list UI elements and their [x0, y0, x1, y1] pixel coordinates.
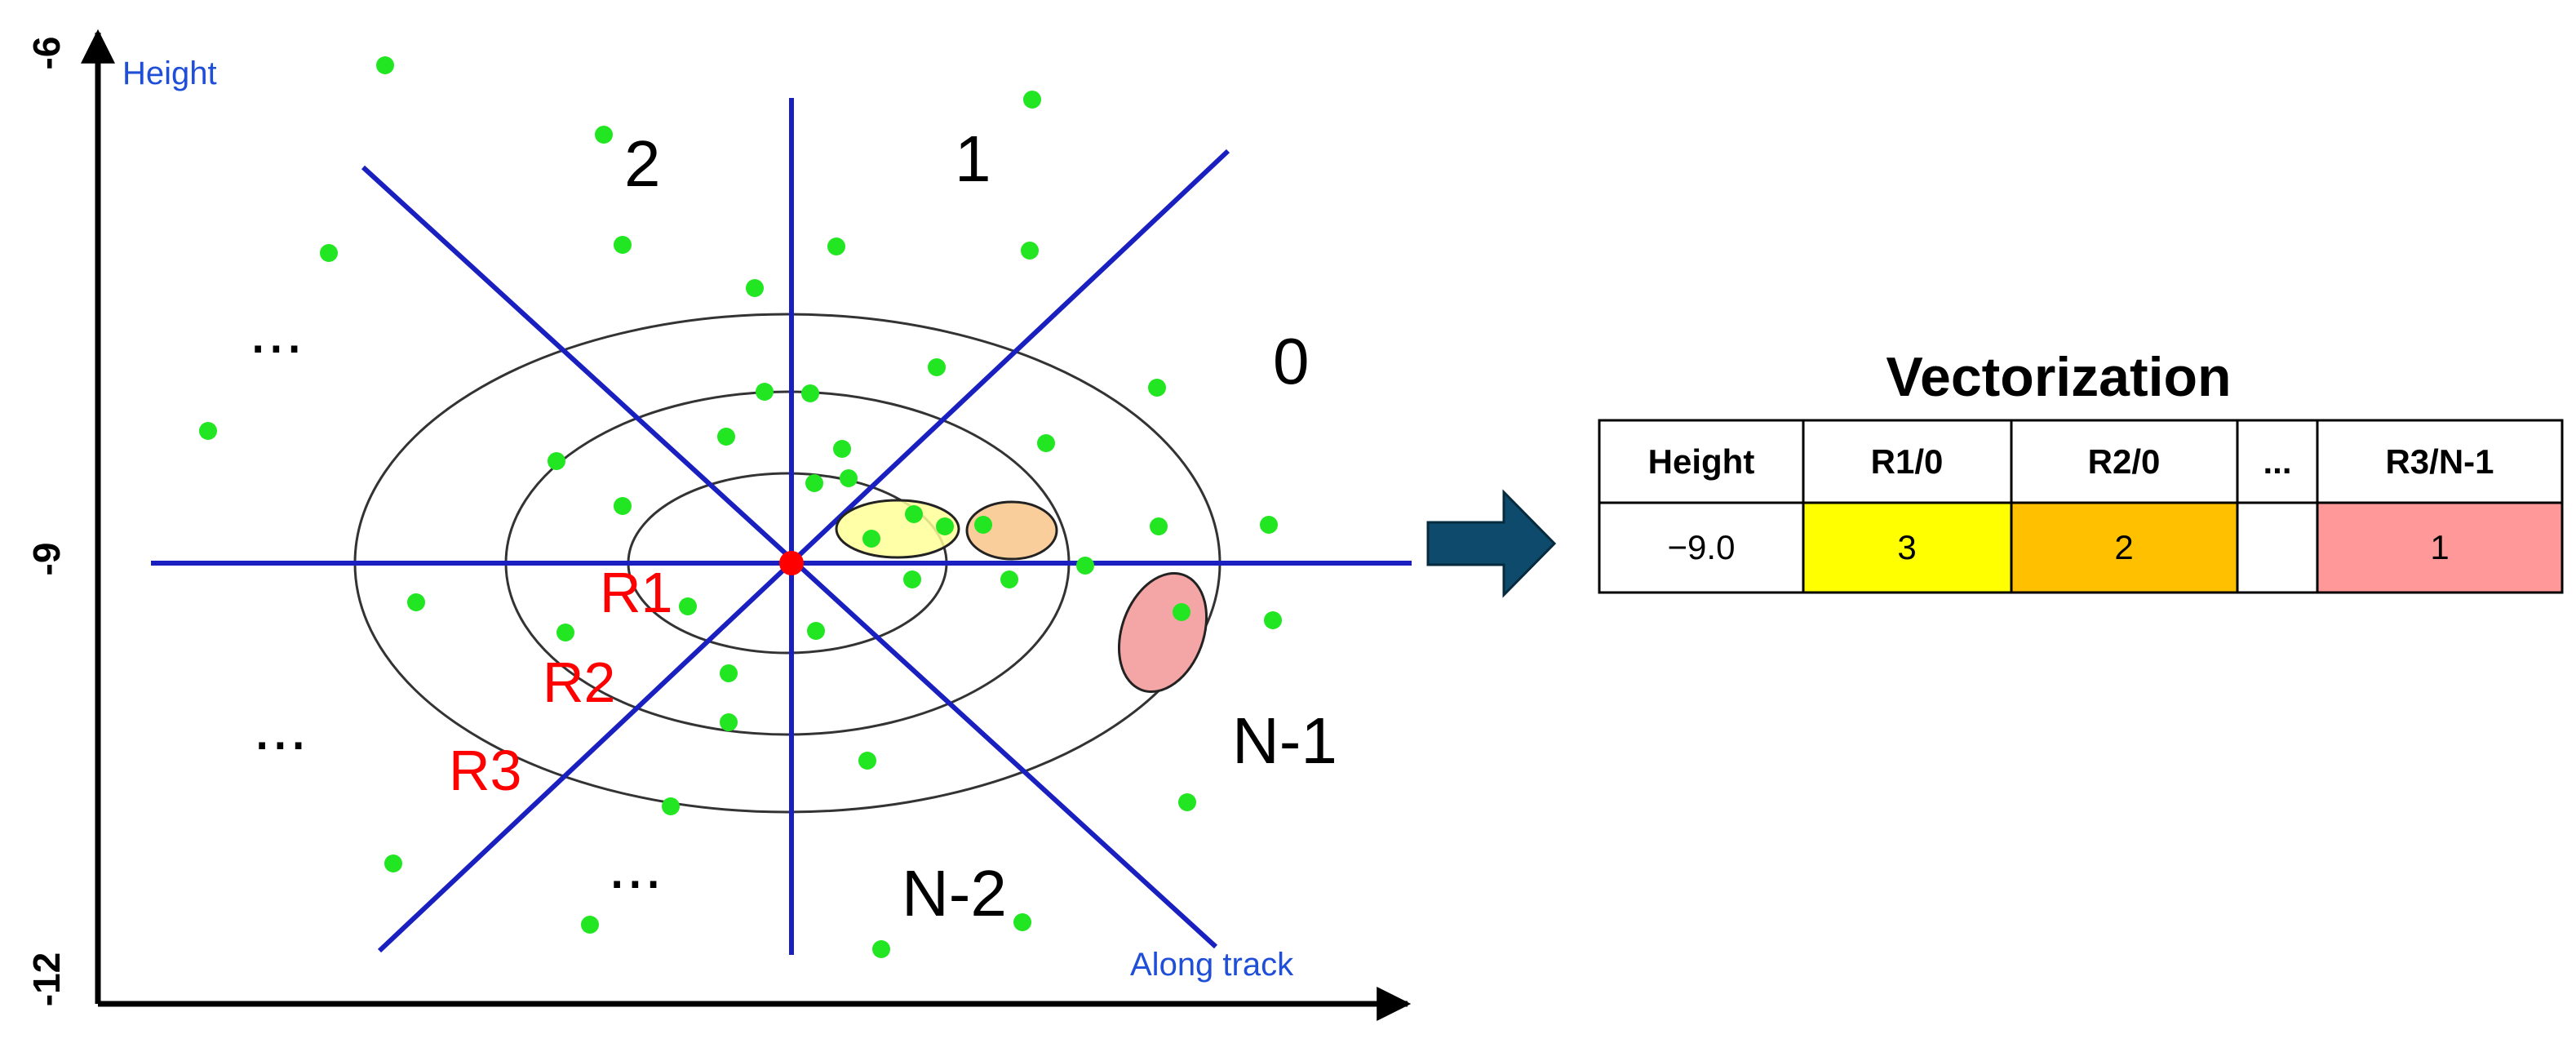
data-point	[581, 916, 599, 934]
table-header-height: Height	[1648, 442, 1755, 481]
data-point	[1264, 611, 1282, 629]
table-header-ellipsis: ...	[2263, 442, 2291, 481]
table-header-r1: R1/0	[1871, 442, 1944, 481]
vectorization-table: Height R1/0 R2/0 ... R3/N-1 −9.0 3 2 1	[1598, 419, 2564, 594]
ring-label-r1: R1	[600, 561, 672, 624]
sector-label-ellipsis-upper: ...	[249, 294, 304, 366]
highlight-r3-sectorN1	[1117, 571, 1208, 694]
data-point	[1076, 557, 1094, 575]
data-point	[805, 474, 823, 492]
data-point	[717, 428, 735, 446]
sector-label-n2: N-2	[902, 857, 1007, 930]
data-point	[1013, 913, 1031, 931]
data-point	[1021, 242, 1039, 260]
data-point	[936, 517, 954, 535]
sector-label-ellipsis-left: ...	[253, 690, 308, 763]
data-point	[746, 279, 764, 297]
data-point	[407, 593, 425, 611]
data-point	[756, 383, 774, 401]
data-point	[614, 497, 632, 515]
sector-label-n1: N-1	[1232, 704, 1337, 777]
y-tick-bottom: -12	[25, 952, 68, 1006]
data-point	[833, 440, 851, 458]
data-points	[199, 56, 1282, 958]
sector-label-0: 0	[1273, 325, 1310, 397]
data-point	[905, 505, 923, 523]
table-cell-r1: 3	[1897, 528, 1916, 566]
table-cell-r2: 2	[2114, 528, 2133, 566]
right-arrow-icon	[1426, 489, 1557, 598]
data-point	[1148, 379, 1166, 397]
data-point	[827, 237, 845, 255]
data-point	[1150, 517, 1168, 535]
table-header-r2: R2/0	[2088, 442, 2161, 481]
data-point	[614, 236, 632, 254]
table-title: Vectorization	[1886, 346, 2231, 408]
cell-fill-r3	[2317, 503, 2562, 593]
data-point	[548, 452, 565, 470]
data-point	[1178, 793, 1196, 811]
data-point	[801, 384, 819, 402]
x-axis-label: Along track	[1130, 947, 1294, 983]
sector-lines	[151, 98, 1412, 955]
data-point	[199, 422, 217, 440]
data-point	[928, 358, 946, 376]
data-point	[1023, 91, 1041, 109]
highlight-r2-sector0	[965, 500, 1058, 561]
data-point	[679, 597, 697, 615]
center-point	[779, 551, 804, 575]
data-point	[320, 244, 338, 262]
data-point	[1173, 603, 1190, 621]
data-point	[376, 56, 394, 74]
diagonal-divider-b	[377, 149, 1230, 953]
data-point	[1000, 570, 1018, 588]
data-point	[840, 469, 858, 487]
table-cell-r3: 1	[2430, 528, 2449, 566]
data-point	[858, 752, 876, 770]
cell-fill-r1	[1803, 503, 2011, 593]
data-point	[903, 570, 921, 588]
table-header-r3: R3/N-1	[2385, 442, 2494, 481]
ring-label-r3: R3	[449, 739, 521, 802]
data-point	[807, 622, 825, 640]
sector-label-ellipsis-lower: ...	[608, 829, 663, 902]
data-point	[1260, 516, 1278, 534]
cell-fill-r2	[2011, 503, 2237, 593]
data-point	[872, 940, 890, 958]
data-point	[556, 624, 574, 641]
ring-label-r2: R2	[543, 650, 615, 714]
sector-label-1: 1	[955, 122, 991, 195]
data-point	[862, 530, 880, 548]
data-point	[720, 664, 738, 682]
data-point	[662, 797, 680, 815]
y-tick-middle: -9	[25, 543, 68, 576]
data-point	[1037, 434, 1055, 452]
table-cell-height: −9.0	[1668, 528, 1736, 566]
data-point	[720, 713, 738, 731]
y-tick-top: -6	[25, 37, 68, 70]
sector-label-2: 2	[624, 127, 661, 200]
data-point	[384, 854, 402, 872]
table-grid	[1598, 419, 2564, 594]
data-point	[974, 516, 992, 534]
data-point	[595, 126, 613, 144]
y-axis-label: Height	[122, 55, 217, 91]
